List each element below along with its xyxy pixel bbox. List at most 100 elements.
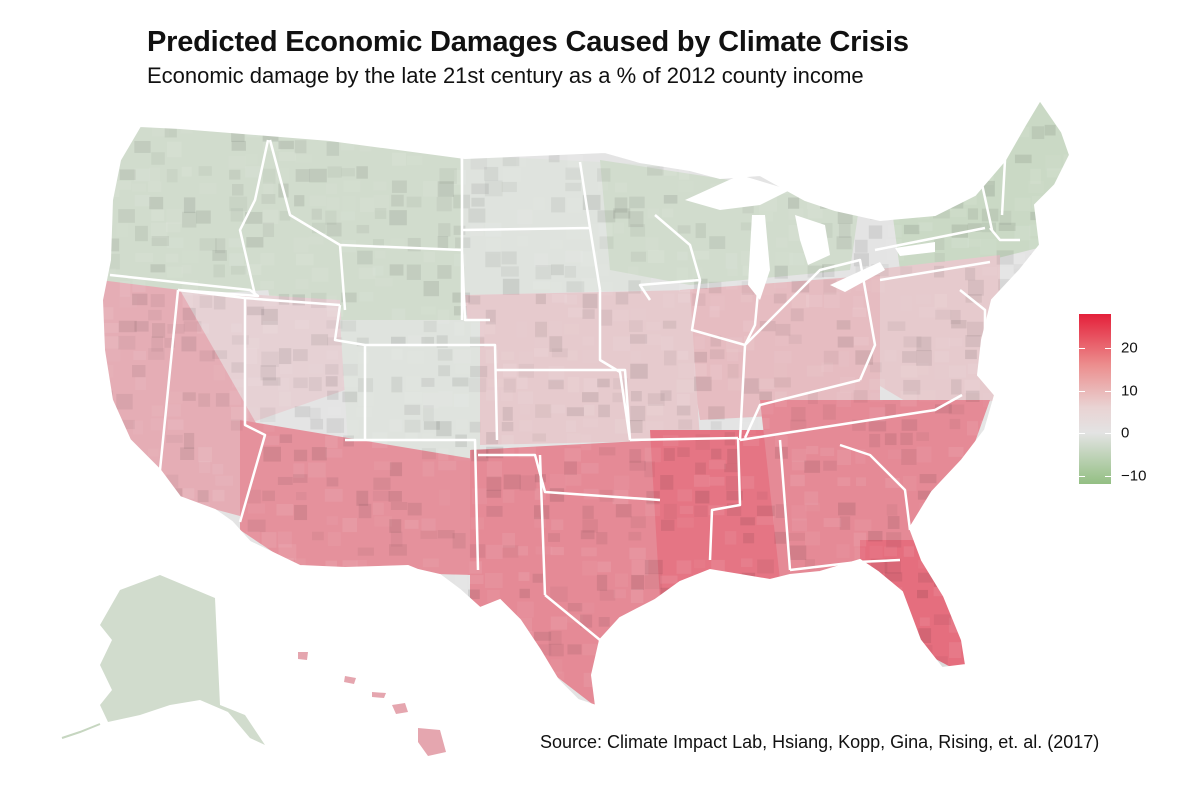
county-tile xyxy=(1045,349,1062,361)
county-tile xyxy=(326,197,340,210)
county-tile xyxy=(326,516,338,525)
county-tile xyxy=(423,320,437,333)
county-tile xyxy=(294,685,308,697)
county-tile xyxy=(628,659,641,669)
county-tile xyxy=(838,169,850,182)
county-tile xyxy=(357,250,373,265)
county-tile xyxy=(148,310,162,321)
county-tile xyxy=(228,155,246,169)
county-tile xyxy=(151,236,169,247)
county-tile xyxy=(965,180,977,189)
county-tile xyxy=(261,308,278,325)
county-tile xyxy=(1063,518,1070,531)
county-tile xyxy=(535,404,551,418)
county-tile xyxy=(519,420,533,432)
county-tile xyxy=(501,266,519,277)
county-tile xyxy=(292,111,305,125)
county-tile xyxy=(326,699,338,714)
county-tile xyxy=(311,572,322,587)
county-tile xyxy=(820,447,835,457)
county-tile xyxy=(967,208,979,220)
county-tile xyxy=(775,614,790,627)
county-tile xyxy=(1013,253,1025,269)
county-tile xyxy=(391,194,404,207)
county-tile xyxy=(486,476,502,491)
county-tile xyxy=(359,125,375,137)
county-tile xyxy=(148,167,160,183)
county-tile xyxy=(567,350,578,361)
county-tile xyxy=(791,169,805,180)
county-tile xyxy=(804,491,819,506)
county-tile xyxy=(886,670,899,686)
county-tile xyxy=(662,167,677,176)
county-tile xyxy=(484,166,499,181)
county-tile xyxy=(469,699,487,706)
hawaii xyxy=(298,652,446,756)
county-tile xyxy=(935,310,951,320)
county-tile xyxy=(886,208,899,223)
county-tile xyxy=(695,589,708,604)
county-tile xyxy=(534,517,547,528)
county-tile xyxy=(1061,351,1077,359)
county-tile xyxy=(965,390,980,402)
county-tile xyxy=(951,237,970,249)
county-tile xyxy=(324,673,343,688)
county-tile xyxy=(804,559,816,570)
county-tile xyxy=(183,112,199,126)
county-tile xyxy=(581,547,597,557)
county-tile xyxy=(102,166,112,178)
county-tile xyxy=(886,125,904,141)
county-tile xyxy=(806,614,822,629)
county-tile xyxy=(262,209,279,224)
county-tile xyxy=(1044,630,1056,640)
county-tile xyxy=(103,125,120,140)
county-tile xyxy=(917,530,929,541)
county-tile xyxy=(469,561,482,574)
county-tile xyxy=(246,614,260,625)
county-tile xyxy=(660,698,678,706)
county-tile xyxy=(151,209,165,222)
county-tile xyxy=(102,322,119,333)
county-tile xyxy=(1044,533,1059,548)
county-tile xyxy=(517,140,534,149)
county-tile xyxy=(950,208,967,217)
county-tile xyxy=(583,404,595,416)
county-tile xyxy=(852,307,867,318)
county-tile xyxy=(997,533,1016,546)
county-tile xyxy=(548,533,561,542)
county-tile xyxy=(517,209,533,225)
county-tile xyxy=(180,561,192,577)
county-tile xyxy=(998,323,1016,333)
county-tile xyxy=(358,267,376,279)
county-tile xyxy=(246,643,261,655)
county-tile xyxy=(709,306,720,318)
county-tile xyxy=(456,420,468,430)
county-tile xyxy=(695,490,710,504)
county-tile xyxy=(1045,546,1060,560)
great-lakes xyxy=(685,175,935,300)
county-tile xyxy=(261,575,277,592)
chart-subtitle: Economic damage by the late 21st century… xyxy=(147,63,864,88)
county-tile xyxy=(949,504,967,516)
county-tile xyxy=(276,504,294,516)
state-border-lines xyxy=(109,139,1020,641)
county-tile xyxy=(791,448,807,462)
county-tile xyxy=(133,350,146,361)
county-tile xyxy=(1015,589,1031,600)
county-tile xyxy=(1013,699,1032,706)
county-tile xyxy=(598,404,610,418)
county-tile xyxy=(277,476,293,485)
county-tile xyxy=(918,194,932,204)
county-tile xyxy=(757,492,768,500)
county-tile xyxy=(631,351,641,362)
county-tile xyxy=(647,393,665,406)
county-tile xyxy=(788,533,805,541)
county-tile xyxy=(805,673,816,688)
county-tile xyxy=(743,614,756,623)
county-tile xyxy=(422,433,434,443)
county-tile xyxy=(757,602,769,612)
county-tile xyxy=(342,195,356,212)
county-tile xyxy=(277,531,292,548)
hawaii-big-island xyxy=(418,728,446,756)
county-tile xyxy=(437,181,454,197)
